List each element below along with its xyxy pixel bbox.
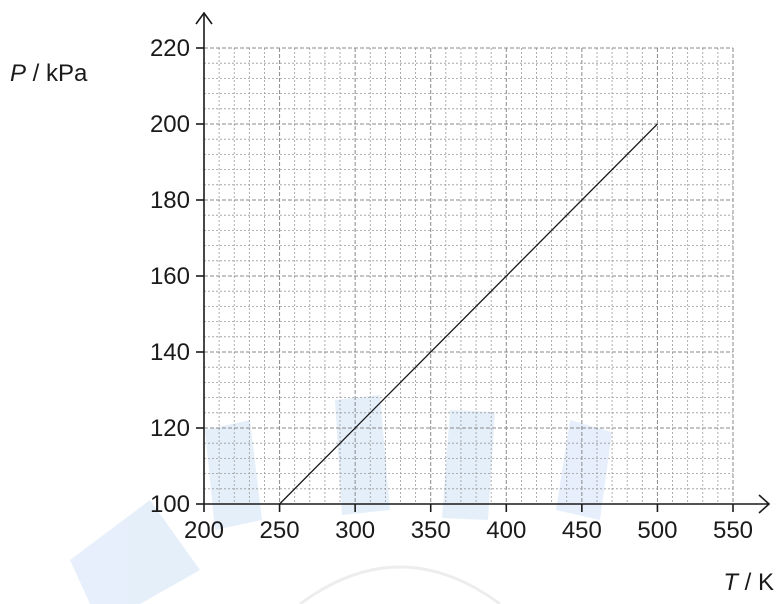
watermark-letter-l1 <box>335 395 390 515</box>
y-tick-label: 180 <box>150 187 190 214</box>
x-axis-arrow <box>758 494 771 514</box>
x-tick-label: 350 <box>411 517 451 544</box>
y-tick-label: 220 <box>150 35 190 62</box>
x-tick-label: 500 <box>637 517 677 544</box>
x-tick-label: 300 <box>335 517 375 544</box>
y-tick-label: 100 <box>150 491 190 518</box>
x-tick-label: 250 <box>260 517 300 544</box>
x-tick-label: 550 <box>713 517 753 544</box>
ticks: 200 250 300 350 400 450 500 550 100 120 140 160 180 2… <box>150 35 753 544</box>
x-tick-label: 450 <box>562 517 602 544</box>
series <box>279 123 658 505</box>
y-axis-arrow <box>195 11 213 25</box>
grid <box>204 47 734 504</box>
series-line <box>279 123 658 505</box>
watermark-letter-a <box>556 420 612 520</box>
watermark-letter-b <box>70 500 200 604</box>
y-axis-unit: / kPa <box>26 60 88 87</box>
watermark-arc <box>299 565 501 604</box>
x-axis-symbol: T <box>723 569 740 596</box>
y-tick-label: 120 <box>150 415 190 442</box>
x-tick-label: 400 <box>486 517 526 544</box>
y-tick-label: 160 <box>150 263 190 290</box>
watermark-letter-i <box>205 420 262 530</box>
x-axis-label: T / K <box>723 569 774 596</box>
watermark <box>70 395 612 604</box>
y-tick-label: 200 <box>150 111 190 138</box>
watermark-letter-l2 <box>442 410 495 520</box>
x-axis-unit: / K <box>738 569 774 596</box>
y-tick-label: 140 <box>150 339 190 366</box>
axes <box>195 11 771 514</box>
x-tick-label: 200 <box>184 517 224 544</box>
y-axis-label: P / kPa <box>10 60 88 87</box>
y-axis-symbol: P <box>10 60 26 87</box>
